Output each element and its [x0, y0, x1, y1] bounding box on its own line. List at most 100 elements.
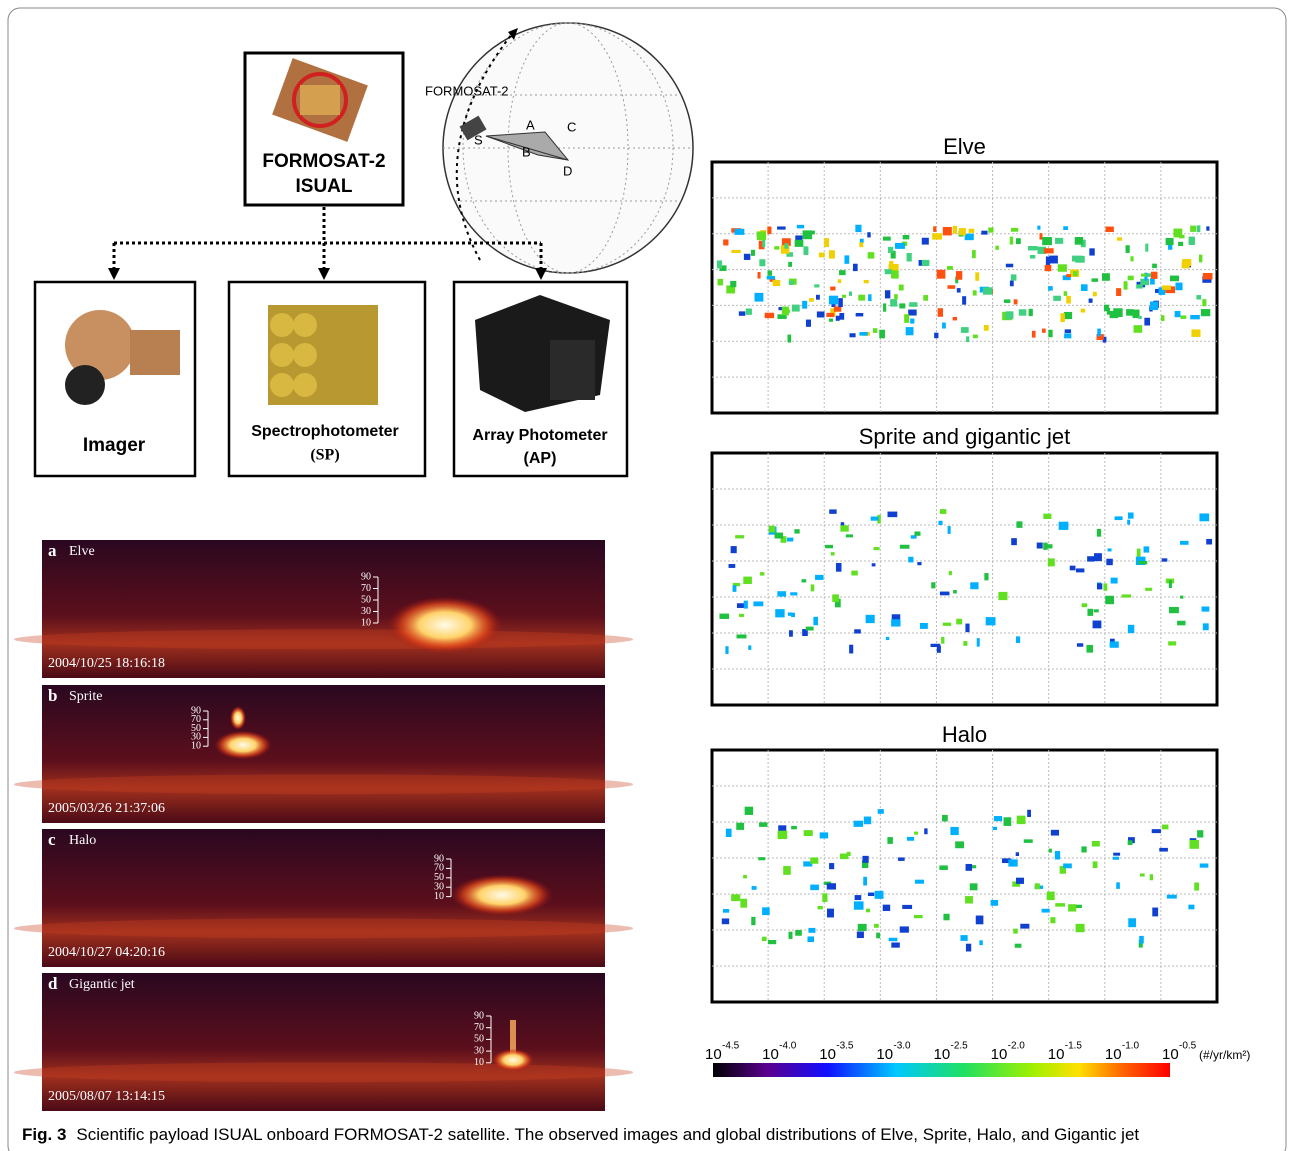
density-cell [1039, 233, 1042, 239]
density-cell [875, 891, 884, 899]
density-cell [1063, 863, 1072, 868]
density-cell [855, 895, 862, 900]
density-cell [943, 914, 949, 921]
density-cell [1152, 829, 1161, 833]
density-cell [778, 825, 786, 831]
density-cell [752, 886, 757, 890]
density-cell [965, 624, 969, 633]
density-cell [1206, 226, 1209, 230]
density-cell [840, 525, 848, 531]
density-cell [970, 582, 978, 589]
altitude-tick-label: 90 [361, 571, 371, 582]
density-cell [810, 885, 819, 891]
density-cell [849, 333, 855, 337]
density-cell [900, 926, 909, 932]
density-cell [751, 917, 755, 925]
density-cell [762, 937, 767, 941]
density-cell [1141, 274, 1147, 277]
density-cell [1136, 284, 1143, 288]
density-cell [748, 645, 751, 650]
density-cell [1116, 288, 1121, 296]
density-cell [746, 309, 752, 315]
density-cell [743, 577, 752, 584]
instrument-abbreviation: (AP) [524, 450, 557, 467]
instrument-label: Array Photometer [472, 427, 607, 444]
colorbar-base: 10 [819, 1046, 836, 1063]
density-cell [1111, 578, 1118, 584]
density-cell [988, 227, 993, 232]
density-cell [762, 907, 770, 915]
colorbar-exponent: -2.0 [1008, 1041, 1026, 1052]
density-cell [787, 538, 793, 542]
density-cell [783, 866, 791, 875]
density-cell [1196, 295, 1201, 299]
density-cell [975, 272, 979, 280]
density-cell [1016, 852, 1019, 856]
density-cell [994, 816, 1002, 821]
density-cell [1113, 853, 1120, 856]
density-cell [1137, 549, 1141, 557]
density-cell [1145, 244, 1148, 252]
density-cell [995, 246, 998, 250]
density-cell [1092, 841, 1100, 847]
density-cell [860, 239, 864, 243]
altitude-tick-label: 10 [361, 617, 371, 628]
density-cell [965, 234, 974, 241]
density-cell [1199, 255, 1202, 263]
density-cell [806, 320, 811, 327]
density-cell [795, 240, 804, 247]
density-cell [1140, 873, 1145, 876]
density-cell [965, 896, 973, 903]
density-cell [760, 572, 764, 576]
density-cell [836, 563, 842, 572]
density-cell [788, 335, 792, 343]
density-cell [950, 827, 958, 835]
density-cell [1148, 273, 1151, 277]
caption: Fig. 3Scientific payload ISUAL onboard F… [22, 1125, 1139, 1144]
density-cell [829, 509, 836, 513]
density-cell [859, 242, 863, 247]
density-cell [1127, 520, 1130, 525]
density-cell [842, 295, 846, 298]
density-cell [1188, 905, 1194, 910]
density-cell [758, 857, 765, 860]
density-cell [802, 301, 807, 309]
density-cell [829, 250, 835, 258]
density-cell [1197, 225, 1201, 232]
density-cell [942, 323, 946, 329]
density-cell [874, 547, 880, 550]
density-cell [1055, 238, 1063, 244]
density-cell [788, 612, 792, 615]
density-cell [1194, 882, 1199, 890]
density-cell [1087, 556, 1094, 561]
density-cell [811, 584, 815, 591]
density-cell [868, 252, 875, 258]
panel-timestamp: 2004/10/27 04:20:16 [48, 945, 165, 960]
density-cell [931, 644, 941, 647]
density-cell [895, 243, 905, 249]
density-cell [1019, 309, 1027, 315]
colorbar-base: 10 [705, 1046, 722, 1063]
density-cell [955, 841, 964, 848]
density-cell [834, 306, 841, 311]
density-cell [725, 646, 728, 654]
density-cell [744, 601, 748, 609]
density-cell [914, 531, 920, 535]
density-cell [883, 905, 890, 911]
density-cell [934, 333, 938, 339]
density-cell [1151, 272, 1157, 279]
density-cell [784, 243, 788, 249]
density-cell [1122, 594, 1131, 597]
density-cell [839, 270, 846, 275]
density-cell [838, 298, 843, 307]
density-cell [889, 938, 898, 941]
density-cell [885, 269, 892, 274]
density-cell [731, 546, 737, 553]
density-cell [932, 233, 942, 239]
density-cell [853, 264, 858, 271]
density-cell [915, 880, 924, 884]
globe [443, 23, 693, 273]
colorbar-base: 10 [1048, 1046, 1065, 1063]
density-cell [769, 526, 775, 533]
density-cell [1016, 636, 1020, 643]
